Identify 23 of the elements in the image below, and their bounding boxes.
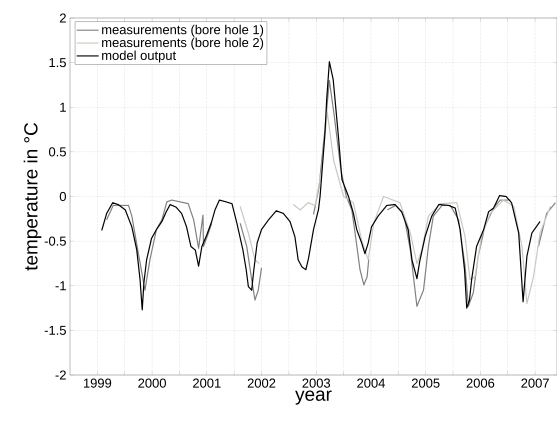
y-tick-label: -0.5 [44,236,66,246]
x-tick-label: 2000 [138,378,166,388]
x-axis-title: year [295,390,332,405]
x-tick-label: 1999 [84,378,112,388]
y-tick-label: 2 [60,13,66,23]
legend-label: measurements (bore hole 2) [102,38,264,50]
y-tick-label: 1 [60,102,66,112]
x-tick-label: 2003 [302,378,330,388]
y-tick-label: -1.5 [44,326,66,335]
y-tick-label: -2 [56,370,66,380]
y-tick-label: 1.5 [49,58,66,68]
x-tick-label: 2002 [248,378,276,388]
x-tick-label: 2007 [521,378,549,388]
y-axis-title: temperature in °C [24,122,42,270]
legend-label: model output [102,50,176,63]
x-tick-label: 2004 [357,378,385,388]
x-tick-label: 2006 [466,378,494,388]
y-tick-label: 0.5 [48,147,66,156]
y-tick-label: -1 [56,281,66,290]
y-tick-label: 0 [60,192,66,202]
legend-label: measurements (bore hole 1) [102,24,264,37]
x-tick-label: 2001 [193,378,221,388]
x-tick-label: 2005 [412,378,440,388]
